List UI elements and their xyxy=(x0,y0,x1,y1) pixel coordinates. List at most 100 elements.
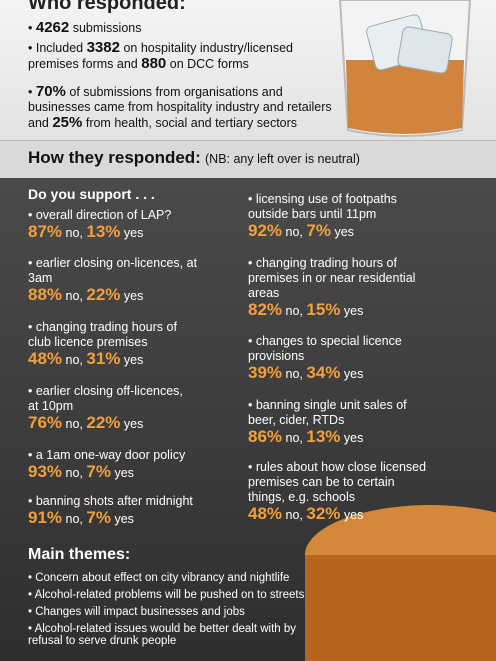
question: • rules about how close licensed premise… xyxy=(248,460,427,504)
yes-label: yes xyxy=(114,512,134,526)
no-label: no, xyxy=(65,226,83,240)
text: of submissions from organisations and bu… xyxy=(28,85,332,130)
no-label: no, xyxy=(285,508,303,522)
answer: 88% no, 22% yes xyxy=(28,285,198,304)
no-percent: 86% xyxy=(248,427,283,446)
question: • a 1am one-way door policy xyxy=(28,448,186,462)
question: • changing trading hours of premises in … xyxy=(248,256,416,300)
no-percent: 92% xyxy=(248,221,283,240)
no-label: no, xyxy=(65,353,83,367)
section-title: How they responded: xyxy=(28,148,201,167)
no-label: no, xyxy=(285,225,303,239)
yes-label: yes xyxy=(334,225,354,239)
figure: 70% xyxy=(35,83,66,100)
theme: • Changes will impact businesses and job… xyxy=(28,606,245,618)
answer: 87% no, 13% yes xyxy=(28,222,213,241)
question: • banning shots after midnight xyxy=(28,494,193,508)
answer: 48% no, 32% yes xyxy=(248,504,428,523)
yes-percent: 22% xyxy=(86,285,121,304)
no-percent: 88% xyxy=(28,285,63,304)
no-percent: 76% xyxy=(28,413,63,432)
yes-percent: 15% xyxy=(306,300,341,319)
no-percent: 82% xyxy=(248,300,283,319)
yes-percent: 7% xyxy=(306,221,331,240)
yes-percent: 22% xyxy=(86,413,121,432)
answer: 91% no, 7% yes xyxy=(28,508,228,527)
question: • banning single unit sales of beer, cid… xyxy=(248,398,407,427)
question-item: • changing trading hours of club licence… xyxy=(28,320,198,368)
note: (NB: any left over is neutral) xyxy=(205,152,360,166)
yes-label: yes xyxy=(123,289,144,303)
text: from health, social and tertiary sectors xyxy=(82,116,298,130)
glass-illustration xyxy=(338,0,472,137)
question-item: • changes to special licence provisions 3… xyxy=(248,334,408,382)
answer: 86% no, 13% yes xyxy=(248,427,418,446)
question-item: • a 1am one-way door policy 93% no, 7% ye… xyxy=(28,448,218,481)
text: on hospitality industry/licensed premise… xyxy=(28,41,293,71)
figure: 4262 xyxy=(35,19,70,36)
yes-label: yes xyxy=(114,466,134,480)
section-title: Main themes: xyxy=(28,546,131,563)
yes-percent: 31% xyxy=(86,349,121,368)
no-label: no, xyxy=(65,512,83,526)
question: • changes to special licence provisions xyxy=(248,334,402,363)
answer: 48% no, 31% yes xyxy=(28,349,198,368)
figure: 25% xyxy=(52,114,83,131)
question-item: • rules about how close licensed premise… xyxy=(248,460,428,523)
section-bar xyxy=(0,140,496,179)
question-item: • earlier closing on-licences, at 3am 88%… xyxy=(28,256,198,304)
no-percent: 48% xyxy=(28,349,63,368)
theme: • Alcohol-related issues would be better… xyxy=(28,623,297,647)
no-label: no, xyxy=(285,431,303,445)
no-percent: 93% xyxy=(28,462,63,481)
question-item: • banning single unit sales of beer, cid… xyxy=(248,398,418,446)
yes-label: yes xyxy=(123,226,144,240)
yes-percent: 13% xyxy=(306,427,341,446)
no-percent: 91% xyxy=(28,508,63,527)
no-percent: 39% xyxy=(248,363,283,382)
figure: 3382 xyxy=(86,39,120,56)
answer: 92% no, 7% yes xyxy=(248,221,428,240)
yes-percent: 13% xyxy=(86,222,121,241)
question-item: • licensing use of footpaths outside bar… xyxy=(248,192,428,240)
no-label: no, xyxy=(65,466,83,480)
question: • earlier closing off-licences, at 10pm xyxy=(28,384,183,413)
theme: • Alcohol-related problems will be pushe… xyxy=(28,589,305,601)
answer: 82% no, 15% yes xyxy=(248,300,428,319)
yes-label: yes xyxy=(343,367,364,381)
question: • changing trading hours of club licence… xyxy=(28,320,177,349)
text: on DCC forms xyxy=(166,57,249,71)
yes-label: yes xyxy=(123,417,144,431)
no-percent: 48% xyxy=(248,504,283,523)
question-item: • changing trading hours of premises in … xyxy=(248,256,428,319)
bullet: • Included 3382 on hospitality industry/… xyxy=(28,39,293,72)
theme: • Concern about effect on city vibrancy … xyxy=(28,572,290,584)
yes-label: yes xyxy=(123,353,144,367)
no-label: no, xyxy=(285,367,303,381)
text: submissions xyxy=(69,21,142,35)
question: • earlier closing on-licences, at 3am xyxy=(28,256,198,285)
answer: 76% no, 22% yes xyxy=(28,413,188,432)
answer: 39% no, 34% yes xyxy=(248,363,408,382)
yes-percent: 7% xyxy=(86,462,111,481)
yes-percent: 34% xyxy=(306,363,341,382)
bullet: • 70% of submissions from organisations … xyxy=(28,83,332,131)
yes-label: yes xyxy=(343,508,364,522)
no-label: no, xyxy=(65,289,83,303)
coaster-illustration xyxy=(305,505,496,661)
yes-percent: 32% xyxy=(306,504,341,523)
question: • overall direction of LAP? xyxy=(28,208,172,222)
section-title: Who responded: xyxy=(28,0,186,14)
yes-label: yes xyxy=(343,431,364,445)
question-heading: Do you support . . . xyxy=(28,186,155,202)
yes-label: yes xyxy=(343,304,364,318)
question-item: • overall direction of LAP? 87% no, 13% y… xyxy=(28,208,213,241)
no-label: no, xyxy=(65,417,83,431)
question-item: • banning shots after midnight 91% no, 7%… xyxy=(28,494,228,527)
bullet: • 4262 submissions xyxy=(28,19,142,36)
answer: 93% no, 7% yes xyxy=(28,462,218,481)
yes-percent: 7% xyxy=(86,508,111,527)
no-percent: 87% xyxy=(28,222,63,241)
no-label: no, xyxy=(285,304,303,318)
